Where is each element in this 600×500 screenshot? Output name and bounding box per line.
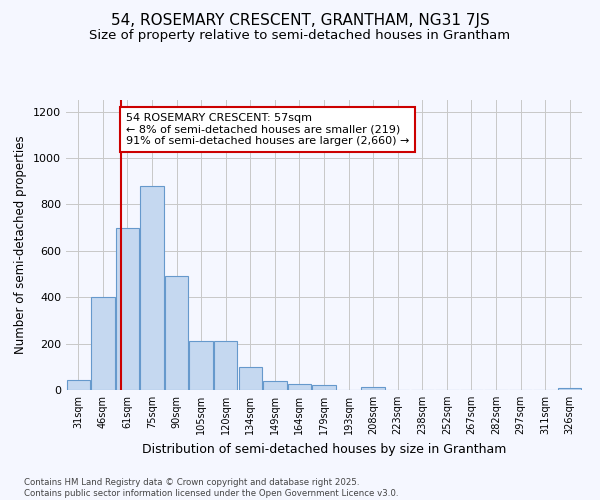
Bar [67, 380, 90, 390]
Bar [116, 228, 139, 390]
Y-axis label: Number of semi-detached properties: Number of semi-detached properties [14, 136, 28, 354]
X-axis label: Distribution of semi-detached houses by size in Grantham: Distribution of semi-detached houses by … [142, 442, 506, 456]
Bar [214, 342, 238, 390]
Bar [239, 368, 262, 390]
Bar [361, 386, 385, 390]
Text: 54 ROSEMARY CRESCENT: 57sqm
← 8% of semi-detached houses are smaller (219)
91% o: 54 ROSEMARY CRESCENT: 57sqm ← 8% of semi… [126, 113, 409, 146]
Text: Size of property relative to semi-detached houses in Grantham: Size of property relative to semi-detach… [89, 29, 511, 42]
Text: Contains HM Land Registry data © Crown copyright and database right 2025.
Contai: Contains HM Land Registry data © Crown c… [24, 478, 398, 498]
Bar [91, 297, 115, 390]
Bar [190, 342, 213, 390]
Bar [165, 276, 188, 390]
Bar [263, 380, 287, 390]
Bar [558, 388, 581, 390]
Bar [288, 384, 311, 390]
Text: 54, ROSEMARY CRESCENT, GRANTHAM, NG31 7JS: 54, ROSEMARY CRESCENT, GRANTHAM, NG31 7J… [110, 12, 490, 28]
Bar [140, 186, 164, 390]
Bar [313, 386, 335, 390]
